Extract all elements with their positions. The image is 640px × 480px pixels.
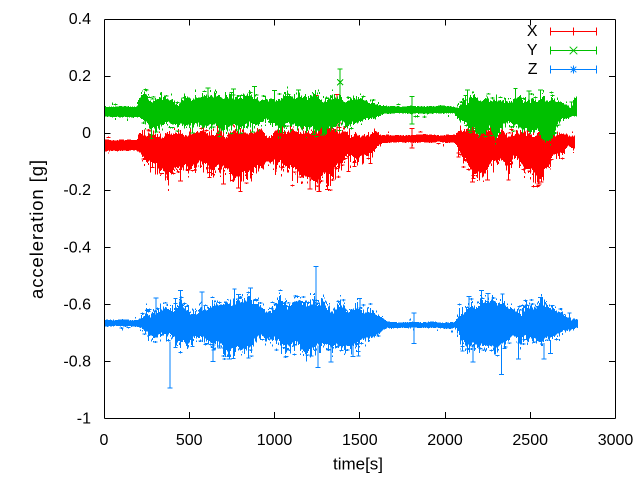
- svg-text:-1: -1: [77, 411, 91, 428]
- svg-text:Y: Y: [527, 42, 538, 59]
- svg-text:Z: Z: [528, 61, 538, 78]
- svg-text:-0.8: -0.8: [63, 353, 91, 370]
- svg-text:2000: 2000: [427, 432, 463, 449]
- svg-text:0.2: 0.2: [69, 68, 91, 85]
- svg-text:-0.4: -0.4: [63, 239, 91, 256]
- svg-text:X: X: [527, 23, 538, 40]
- svg-text:3000: 3000: [598, 432, 634, 449]
- svg-text:1000: 1000: [257, 432, 293, 449]
- svg-text:500: 500: [176, 432, 203, 449]
- svg-text:acceleration [g]: acceleration [g]: [26, 159, 47, 299]
- svg-text:0.4: 0.4: [69, 11, 91, 28]
- svg-text:1500: 1500: [342, 432, 378, 449]
- svg-text:-0.6: -0.6: [63, 296, 91, 313]
- svg-text:-0.2: -0.2: [63, 182, 91, 199]
- svg-text:0: 0: [100, 432, 109, 449]
- svg-text:2500: 2500: [512, 432, 548, 449]
- svg-text:0: 0: [82, 125, 91, 142]
- svg-text:time[s]: time[s]: [333, 455, 383, 474]
